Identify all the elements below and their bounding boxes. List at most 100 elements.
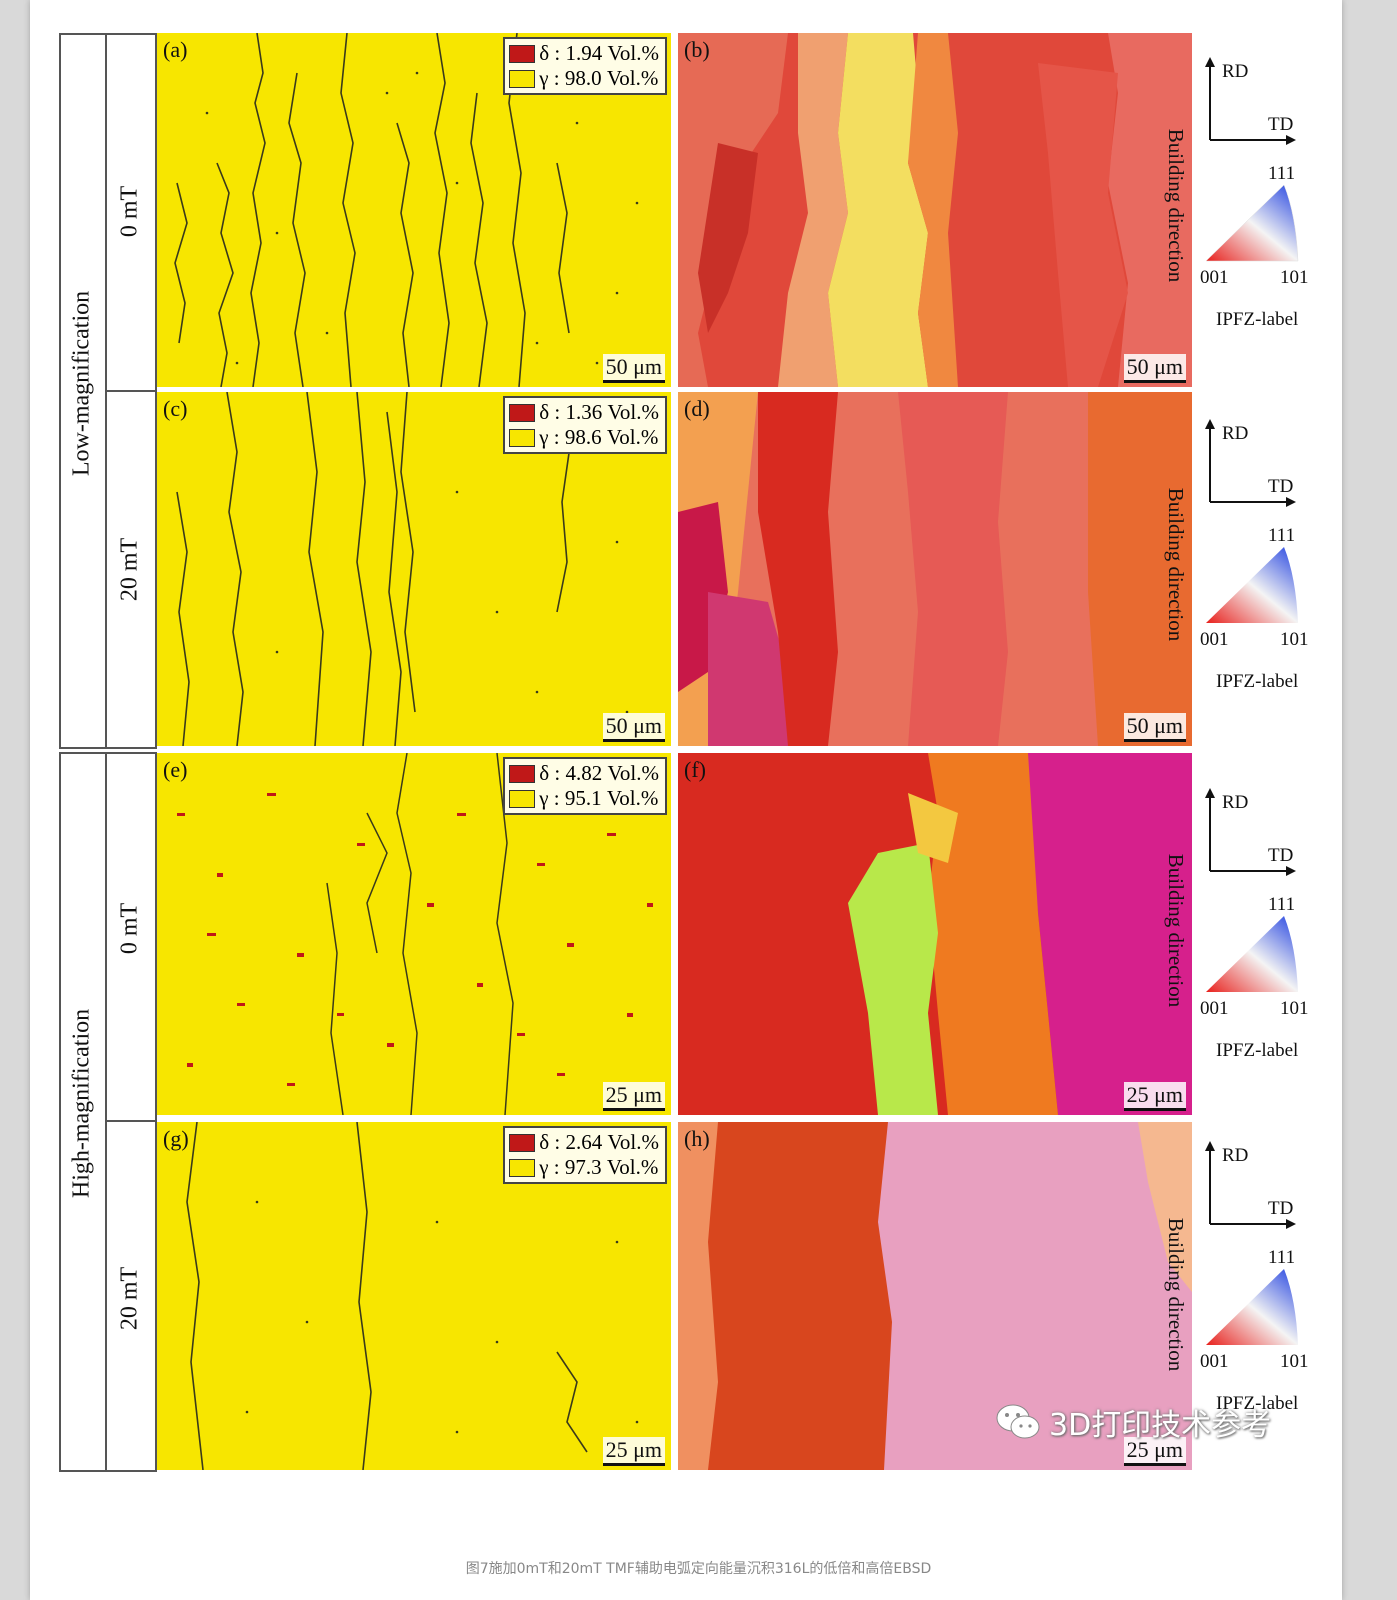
gamma-fraction: γ : 98.0 Vol.% bbox=[539, 66, 659, 90]
p001-label: 001 bbox=[1200, 998, 1229, 1019]
ipf-map-image bbox=[678, 1122, 1192, 1470]
ipf-key-3: RD TD 111 001 101 IPFZ-label bbox=[1198, 786, 1328, 1086]
watermark-text: 3D打印技术参考 bbox=[1049, 1408, 1272, 1443]
legend-delta: δ : 4.82 Vol.% bbox=[509, 761, 659, 786]
gamma-swatch bbox=[509, 69, 536, 88]
p111-label: 111 bbox=[1268, 1247, 1296, 1268]
phase-legend: δ : 2.64 Vol.% γ : 97.3 Vol.% bbox=[503, 1126, 667, 1184]
ipf-key-1: RD TD 111 001 101 IPFZ-label bbox=[1198, 55, 1328, 355]
row-label-a: 0 mT bbox=[116, 185, 143, 238]
low-mag-label: Low-magnification bbox=[68, 290, 95, 477]
phase-legend: δ : 1.36 Vol.% γ : 98.6 Vol.% bbox=[503, 396, 667, 454]
ipf-map-image bbox=[678, 753, 1192, 1115]
ipf-label: IPFZ-label bbox=[1216, 309, 1299, 330]
td-label: TD bbox=[1268, 114, 1294, 135]
row-divider-2 bbox=[105, 390, 157, 392]
p101-label: 101 bbox=[1280, 267, 1309, 288]
delta-fraction: δ : 4.82 Vol.% bbox=[539, 761, 659, 785]
gamma-fraction: γ : 95.1 Vol.% bbox=[539, 786, 659, 810]
rd-label: RD bbox=[1222, 423, 1249, 444]
gamma-fraction: γ : 98.6 Vol.% bbox=[539, 425, 659, 449]
p101-label: 101 bbox=[1280, 1351, 1309, 1372]
delta-fraction: δ : 1.94 Vol.% bbox=[539, 41, 659, 65]
p101-label: 101 bbox=[1280, 629, 1309, 650]
phase-legend: δ : 1.94 Vol.% γ : 98.0 Vol.% bbox=[503, 37, 667, 95]
ipf-key-graphic bbox=[1205, 1141, 1298, 1345]
p001-label: 001 bbox=[1200, 629, 1229, 650]
panel-h-ipf-map: (h) Building direction 25 μm bbox=[678, 1122, 1192, 1470]
wechat-icon bbox=[995, 1402, 1041, 1442]
panel-letter: (b) bbox=[684, 37, 710, 62]
legend-gamma: γ : 98.0 Vol.% bbox=[509, 66, 659, 91]
row-label-g: 20 mT bbox=[116, 1266, 143, 1331]
panel-letter: (h) bbox=[684, 1126, 710, 1151]
rd-label: RD bbox=[1222, 61, 1249, 82]
panel-letter: (c) bbox=[163, 396, 188, 421]
panel-letter: (f) bbox=[684, 757, 706, 782]
ipf-map-image bbox=[678, 33, 1192, 387]
panel-b-ipf-map: (b) Building direction 50 μm bbox=[678, 33, 1192, 387]
delta-fraction: δ : 2.64 Vol.% bbox=[539, 1130, 659, 1154]
panel-letter: (g) bbox=[163, 1126, 189, 1151]
scale-bar: 25 μm bbox=[602, 1082, 665, 1111]
building-direction: Building direction bbox=[1163, 487, 1188, 642]
panel-a-phase-map: (a) δ : 1.94 Vol.% γ : 98.0 Vol.% 50 μm bbox=[157, 33, 671, 387]
panel-d-ipf-map: (d) Building direction 50 μm bbox=[678, 392, 1192, 746]
panel-letter: (e) bbox=[163, 757, 188, 782]
delta-swatch bbox=[509, 403, 536, 422]
p111-label: 111 bbox=[1268, 525, 1296, 546]
td-label: TD bbox=[1268, 845, 1294, 866]
td-label: TD bbox=[1268, 1198, 1294, 1219]
legend-gamma: γ : 98.6 Vol.% bbox=[509, 425, 659, 450]
scale-bar: 50 μm bbox=[602, 354, 665, 383]
figure-caption: 图7施加0mT和20mT TMF辅助电弧定向能量沉积316L的低倍和高倍EBSD bbox=[465, 1561, 932, 1577]
legend-gamma: γ : 95.1 Vol.% bbox=[509, 786, 659, 811]
scale-bar: 50 μm bbox=[1123, 354, 1186, 383]
row-divider-4 bbox=[105, 1120, 157, 1122]
phase-legend: δ : 4.82 Vol.% γ : 95.1 Vol.% bbox=[503, 757, 667, 815]
ipf-label: IPFZ-label bbox=[1216, 1393, 1299, 1414]
ipf-key-4: RD TD 111 001 101 IPFZ-label bbox=[1198, 1139, 1328, 1439]
gamma-fraction: γ : 97.3 Vol.% bbox=[539, 1155, 659, 1179]
scale-bar: 50 μm bbox=[602, 713, 665, 742]
td-label: TD bbox=[1268, 476, 1294, 497]
ipf-key-2: RD TD 111 001 101 IPFZ-label bbox=[1198, 417, 1328, 717]
delta-swatch bbox=[509, 764, 536, 783]
gamma-swatch bbox=[509, 789, 536, 808]
building-direction: Building direction bbox=[1163, 128, 1188, 283]
ipf-key-graphic bbox=[1205, 57, 1299, 262]
panel-e-phase-map: (e) δ : 4.82 Vol.% γ : 95.1 Vol.% 25 μm bbox=[157, 753, 671, 1115]
delta-swatch bbox=[509, 1133, 536, 1152]
phase-map-image bbox=[157, 753, 671, 1115]
scale-bar: 50 μm bbox=[1123, 713, 1186, 742]
watermark: 3D打印技术参考 bbox=[995, 1400, 1271, 1444]
gamma-swatch bbox=[509, 1158, 536, 1177]
panel-letter: (a) bbox=[163, 37, 188, 62]
panel-f-ipf-map: (f) Building direction 25 μm bbox=[678, 753, 1192, 1115]
rd-label: RD bbox=[1222, 1145, 1249, 1166]
legend-delta: δ : 1.36 Vol.% bbox=[509, 400, 659, 425]
row-label-c: 20 mT bbox=[116, 537, 143, 602]
panel-letter: (d) bbox=[684, 396, 710, 421]
p001-label: 001 bbox=[1200, 1351, 1229, 1372]
delta-fraction: δ : 1.36 Vol.% bbox=[539, 400, 659, 424]
scale-bar: 25 μm bbox=[1123, 1437, 1186, 1466]
p001-label: 001 bbox=[1200, 267, 1229, 288]
scale-bar: 25 μm bbox=[602, 1437, 665, 1466]
delta-swatch bbox=[509, 44, 536, 63]
legend-gamma: γ : 97.3 Vol.% bbox=[509, 1155, 659, 1180]
ipf-label: IPFZ-label bbox=[1216, 671, 1299, 692]
panel-c-phase-map: (c) δ : 1.36 Vol.% γ : 98.6 Vol.% 50 μm bbox=[157, 392, 671, 746]
legend-delta: δ : 1.94 Vol.% bbox=[509, 41, 659, 66]
building-direction: Building direction bbox=[1163, 1217, 1188, 1372]
scale-bar: 25 μm bbox=[1123, 1082, 1186, 1111]
p101-label: 101 bbox=[1280, 998, 1309, 1019]
ipf-map-image bbox=[678, 392, 1192, 746]
row-label-e: 0 mT bbox=[116, 902, 143, 955]
ipf-key-graphic bbox=[1205, 419, 1298, 623]
ipf-key-graphic bbox=[1205, 788, 1298, 992]
rd-label: RD bbox=[1222, 792, 1249, 813]
row-divider-3 bbox=[105, 752, 157, 1472]
panel-g-phase-map: (g) δ : 2.64 Vol.% γ : 97.3 Vol.% 25 μm bbox=[157, 1122, 671, 1470]
p111-label: 111 bbox=[1268, 894, 1296, 915]
